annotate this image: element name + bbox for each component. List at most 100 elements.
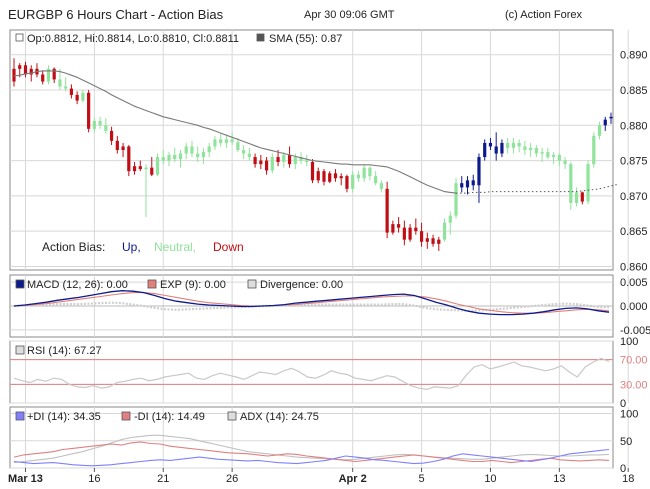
- rsi-y-tick-label: 100: [620, 336, 638, 348]
- price-bar-down: [138, 160, 142, 172]
- price-bar-up: [460, 176, 464, 193]
- price-bar-down: [150, 157, 154, 177]
- bias-up-label: Up,: [122, 240, 141, 254]
- price-bar-neutral: [374, 171, 378, 186]
- price-bar-body: [104, 125, 108, 131]
- chart-title: EURGBP 6 Hours Chart - Action Bias: [8, 7, 224, 22]
- price-bar-down: [87, 90, 91, 133]
- chart-date: Apr 30 09:06 GMT: [304, 9, 395, 21]
- price-bar-body: [293, 157, 297, 165]
- price-bar-up: [603, 116, 607, 131]
- price-bar-neutral: [546, 147, 550, 160]
- price-bar-neutral: [98, 116, 102, 129]
- price-bar-body: [414, 227, 418, 232]
- price-bar-body: [132, 166, 137, 172]
- dmi-y-tick-label: 100: [620, 409, 638, 421]
- price-bar-neutral: [517, 139, 521, 153]
- price-bar-body: [138, 166, 142, 170]
- price-bar-neutral: [529, 142, 533, 158]
- price-bar-body: [259, 160, 263, 165]
- price-bar-down: [425, 232, 429, 249]
- price-y-tick-label: 0.890: [620, 50, 648, 62]
- price-bar-neutral: [104, 118, 108, 134]
- dmi-y-tick-label: 0: [620, 463, 626, 475]
- price-bar-body: [219, 139, 223, 143]
- price-bar-neutral: [270, 153, 274, 174]
- price-y-tick-label: 0.875: [620, 156, 648, 168]
- price-bar-body: [64, 86, 68, 89]
- price-bar-down: [339, 173, 343, 186]
- x-tick-label: 10: [484, 473, 496, 485]
- rsi-legend-swatch: [15, 345, 25, 355]
- price-bar-body: [242, 150, 246, 154]
- price-bar-neutral: [196, 146, 200, 162]
- price-bar-body: [305, 160, 309, 163]
- price-y-tick-label: 0.865: [620, 226, 648, 238]
- price-bar-body: [316, 171, 320, 181]
- price-bar-up: [483, 139, 487, 161]
- price-bar-down: [414, 218, 418, 235]
- price-bar-body: [75, 94, 79, 101]
- price-bar-body: [276, 157, 280, 162]
- price-bar-body: [419, 231, 424, 242]
- macd-y-tick-label: 0.005: [620, 277, 648, 289]
- price-bar-body: [397, 224, 401, 228]
- divergence-legend-label: Divergence: 0.00: [260, 279, 343, 291]
- price-bar-body: [580, 192, 584, 202]
- price-bar-body: [247, 153, 251, 158]
- price-bar-down: [431, 234, 435, 247]
- price-bar-down: [75, 91, 79, 105]
- price-bar-body: [483, 142, 487, 158]
- price-bar-body: [540, 152, 544, 154]
- price-bar-body: [374, 176, 378, 184]
- price-bar-body: [115, 140, 119, 150]
- price-bar-body: [161, 157, 165, 161]
- price-bar-body: [167, 154, 171, 161]
- price-bar-neutral: [282, 152, 286, 168]
- price-bar-down: [253, 153, 257, 168]
- price-bar-neutral: [178, 150, 183, 168]
- sma-projection-line: [456, 184, 617, 194]
- price-bar-neutral: [563, 157, 567, 170]
- price-bar-neutral: [540, 147, 544, 162]
- exp-legend-label: EXP (9): 0.00: [160, 279, 226, 291]
- price-bar-body: [18, 65, 22, 69]
- price-bar-neutral: [534, 145, 538, 158]
- price-bar-down: [437, 236, 441, 251]
- price-bar-down: [385, 181, 389, 239]
- action-bias-label: Action Bias:: [42, 240, 105, 254]
- price-bar-body: [500, 142, 504, 154]
- x-tick-label: 5: [419, 473, 425, 485]
- bias-neutral-label: Neutral,: [154, 240, 196, 254]
- price-bar-body: [264, 160, 269, 171]
- price-bar-down: [310, 159, 315, 184]
- price-bar-body: [253, 157, 257, 165]
- price-bar-neutral: [46, 65, 51, 85]
- price-bar-neutral: [236, 138, 240, 153]
- price-bar-down: [132, 162, 137, 175]
- price-bar-body: [69, 88, 74, 95]
- chart-credit: (c) Action Forex: [505, 9, 583, 21]
- price-bar-up: [500, 139, 504, 158]
- price-bar-body: [534, 147, 538, 154]
- x-tick-label: 26: [226, 473, 238, 485]
- price-bar-body: [529, 147, 533, 150]
- price-bar-neutral: [368, 166, 372, 181]
- price-bar-body: [511, 142, 516, 148]
- price-bar-body: [345, 176, 349, 189]
- price-bar-body: [563, 160, 567, 165]
- price-bar-body: [569, 164, 573, 203]
- price-bar-neutral: [551, 152, 556, 165]
- minus-di-legend-swatch: [121, 411, 131, 421]
- price-bar-body: [603, 119, 607, 126]
- exp-legend-swatch: [147, 279, 157, 289]
- price-bar-neutral: [351, 171, 355, 193]
- price-bar-down: [115, 135, 119, 154]
- price-bar-neutral: [81, 90, 85, 103]
- price-bar-neutral: [92, 118, 96, 133]
- price-bar-body: [12, 68, 16, 82]
- price-bar-neutral: [64, 77, 68, 92]
- price-bar-neutral: [173, 147, 177, 162]
- adx-line: [13, 434, 610, 464]
- price-bar-neutral: [190, 140, 194, 158]
